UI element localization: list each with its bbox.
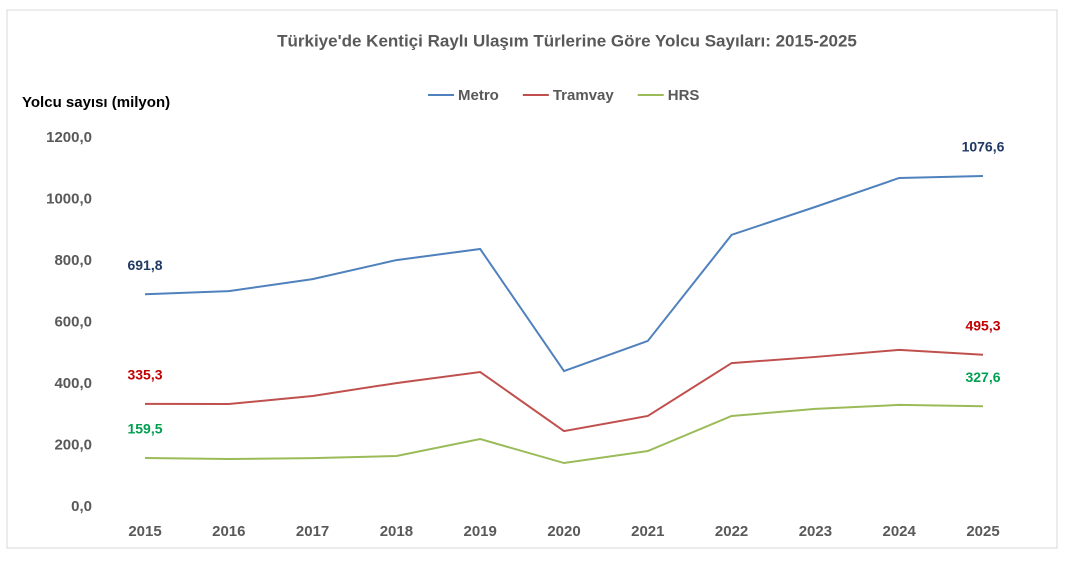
data-label: 495,3	[965, 317, 1000, 333]
x-tick-label: 2025	[966, 523, 999, 540]
y-axis-label: Yolcu sayısı (milyon)	[22, 94, 170, 111]
x-tick-label: 2016	[212, 523, 245, 540]
y-tick-label: 1000,0	[46, 190, 92, 207]
data-label: 327,6	[965, 369, 1000, 385]
x-tick-label: 2019	[464, 523, 497, 540]
legend-label: HRS	[668, 87, 700, 104]
x-tick-label: 2024	[883, 523, 917, 540]
x-tick-label: 2017	[296, 523, 329, 540]
y-tick-label: 0,0	[71, 498, 92, 515]
chart-frame	[6, 9, 1058, 549]
x-tick-label: 2023	[799, 523, 832, 540]
data-label: 691,8	[127, 257, 162, 273]
y-tick-label: 600,0	[54, 313, 92, 330]
y-tick-label: 800,0	[54, 252, 92, 269]
x-tick-label: 2018	[380, 523, 413, 540]
y-tick-label: 400,0	[54, 375, 92, 392]
chart-title: Türkiye'de Kentiçi Raylı Ulaşım Türlerin…	[277, 31, 857, 50]
data-label: 159,5	[127, 421, 162, 437]
legend-label: Tramvay	[553, 87, 615, 104]
y-tick-label: 200,0	[54, 436, 92, 453]
series-line	[144, 403, 984, 465]
data-label: 1076,6	[962, 139, 1005, 155]
y-tick-label: 1200,0	[46, 129, 92, 146]
x-tick-label: 2022	[715, 523, 748, 540]
x-tick-label: 2015	[128, 523, 161, 540]
data-label: 335,3	[127, 367, 162, 383]
legend-label: Metro	[458, 87, 499, 104]
series-line	[144, 348, 984, 433]
series-line	[144, 174, 984, 373]
x-tick-label: 2020	[547, 523, 580, 540]
x-tick-label: 2021	[631, 523, 664, 540]
